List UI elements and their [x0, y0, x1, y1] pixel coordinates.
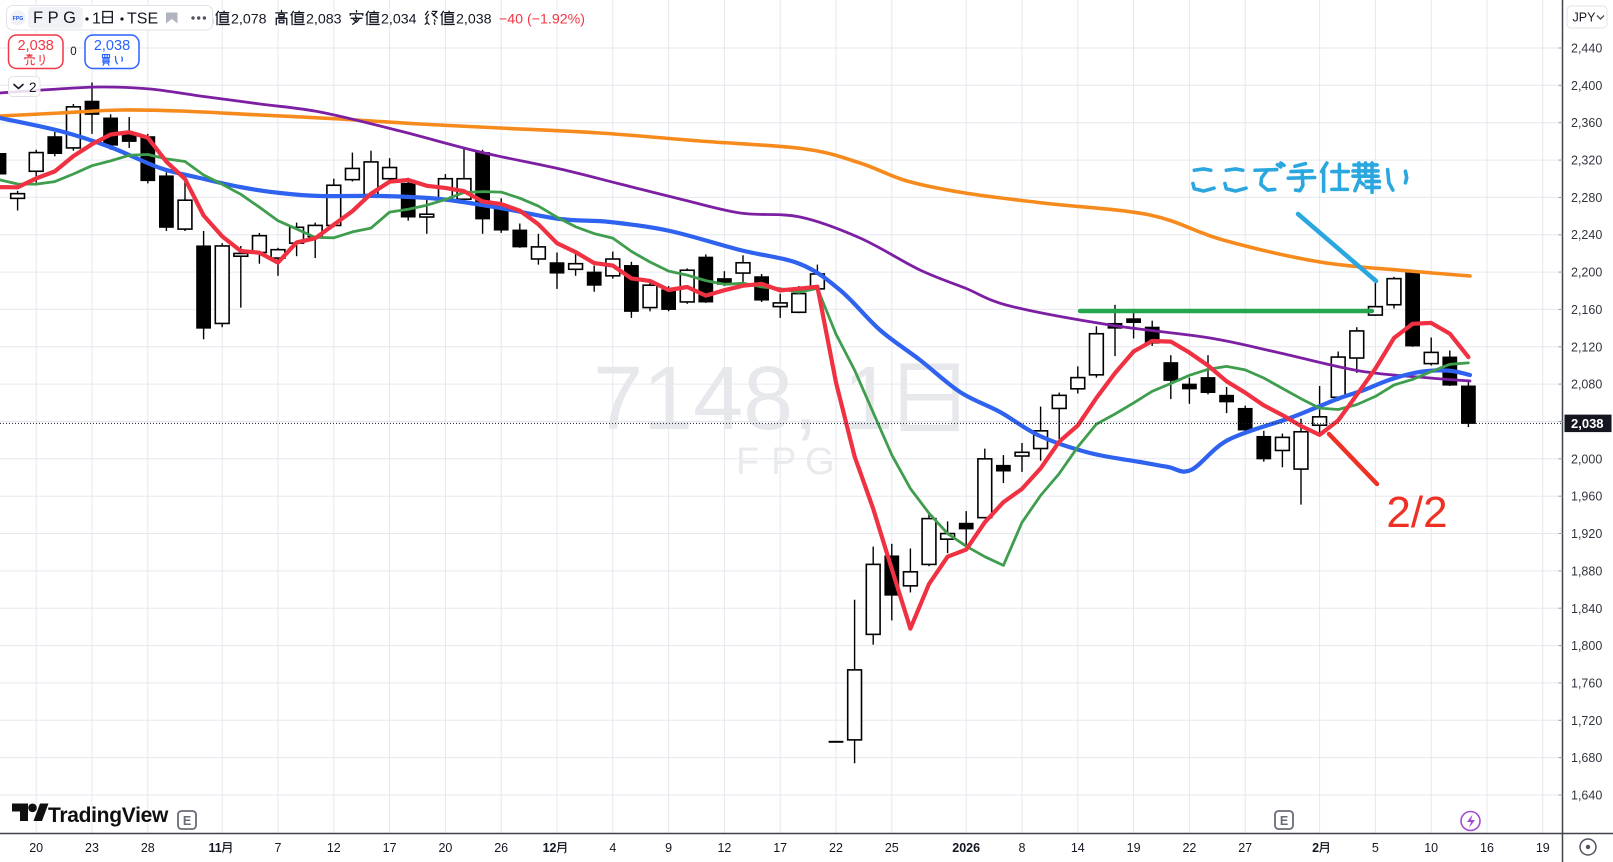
svg-text:2,320: 2,320 [1571, 154, 1602, 168]
svg-text:E: E [1280, 814, 1288, 828]
svg-text:14: 14 [1071, 841, 1085, 855]
svg-text:23: 23 [85, 841, 99, 855]
svg-text:28: 28 [141, 841, 155, 855]
svg-text:26: 26 [494, 841, 508, 855]
svg-text:2,080: 2,080 [1571, 378, 1602, 392]
svg-text:2,038: 2,038 [94, 38, 130, 54]
svg-text:1,680: 1,680 [1571, 751, 1602, 765]
svg-text:1,640: 1,640 [1571, 789, 1602, 803]
svg-text:2,440: 2,440 [1571, 42, 1602, 56]
svg-text:−40 (−1.92%): −40 (−1.92%) [499, 12, 585, 28]
svg-text:F: F [736, 441, 759, 483]
svg-text:20: 20 [438, 841, 452, 855]
svg-text:1,840: 1,840 [1571, 602, 1602, 616]
svg-text:7: 7 [275, 841, 282, 855]
svg-text:17: 17 [773, 841, 787, 855]
svg-text:8: 8 [1019, 841, 1026, 855]
svg-text:19: 19 [1536, 841, 1550, 855]
svg-text:FPG: FPG [33, 9, 80, 27]
svg-text:1,720: 1,720 [1571, 714, 1602, 728]
svg-text:1,960: 1,960 [1571, 490, 1602, 504]
svg-text:2,038: 2,038 [456, 12, 492, 28]
svg-text:2,400: 2,400 [1571, 79, 1602, 93]
svg-text:4: 4 [609, 841, 616, 855]
svg-text:9: 9 [665, 841, 672, 855]
svg-text:1,880: 1,880 [1571, 564, 1602, 578]
svg-text:P: P [771, 441, 796, 483]
svg-text:2,200: 2,200 [1571, 266, 1602, 280]
svg-text:JPY: JPY [1573, 11, 1597, 25]
svg-text:2,034: 2,034 [381, 12, 417, 28]
svg-text:10: 10 [1424, 841, 1438, 855]
svg-text:1,920: 1,920 [1571, 527, 1602, 541]
svg-text:2,360: 2,360 [1571, 116, 1602, 130]
svg-text:5: 5 [1372, 841, 1379, 855]
svg-text:2/2: 2/2 [1386, 488, 1447, 537]
svg-text:12: 12 [543, 841, 557, 855]
svg-text:2,160: 2,160 [1571, 303, 1602, 317]
svg-text:2,083: 2,083 [306, 12, 342, 28]
svg-text:22: 22 [829, 841, 843, 855]
svg-text:E: E [183, 814, 191, 828]
svg-text:16: 16 [1480, 841, 1494, 855]
svg-text:2: 2 [29, 80, 37, 95]
svg-text:7148, 1: 7148, 1 [593, 349, 893, 449]
svg-text:22: 22 [1182, 841, 1196, 855]
svg-text:2,240: 2,240 [1571, 228, 1602, 242]
svg-text:12: 12 [327, 841, 341, 855]
svg-text:1,800: 1,800 [1571, 639, 1602, 653]
svg-text:TSE: TSE [127, 11, 158, 28]
svg-text:2,038: 2,038 [1571, 416, 1604, 431]
svg-text:G: G [805, 441, 835, 483]
svg-text:2,078: 2,078 [231, 12, 267, 28]
svg-text:27: 27 [1238, 841, 1252, 855]
svg-text:2,000: 2,000 [1571, 452, 1602, 466]
svg-text:FPG: FPG [13, 16, 24, 22]
svg-text:20: 20 [29, 841, 43, 855]
svg-text:TradingView: TradingView [48, 804, 169, 827]
svg-text:2: 2 [1312, 841, 1319, 855]
svg-text:11: 11 [208, 841, 221, 855]
svg-text:2,280: 2,280 [1571, 191, 1602, 205]
svg-text:12: 12 [717, 841, 731, 855]
svg-text:2,120: 2,120 [1571, 340, 1602, 354]
svg-text:19: 19 [1127, 841, 1141, 855]
svg-text:1: 1 [92, 11, 101, 28]
svg-text:2,038: 2,038 [18, 38, 54, 54]
svg-text:0: 0 [70, 46, 76, 58]
svg-text:2026: 2026 [952, 841, 980, 855]
svg-text:17: 17 [383, 841, 397, 855]
svg-text:1,760: 1,760 [1571, 676, 1602, 690]
svg-text:25: 25 [885, 841, 899, 855]
